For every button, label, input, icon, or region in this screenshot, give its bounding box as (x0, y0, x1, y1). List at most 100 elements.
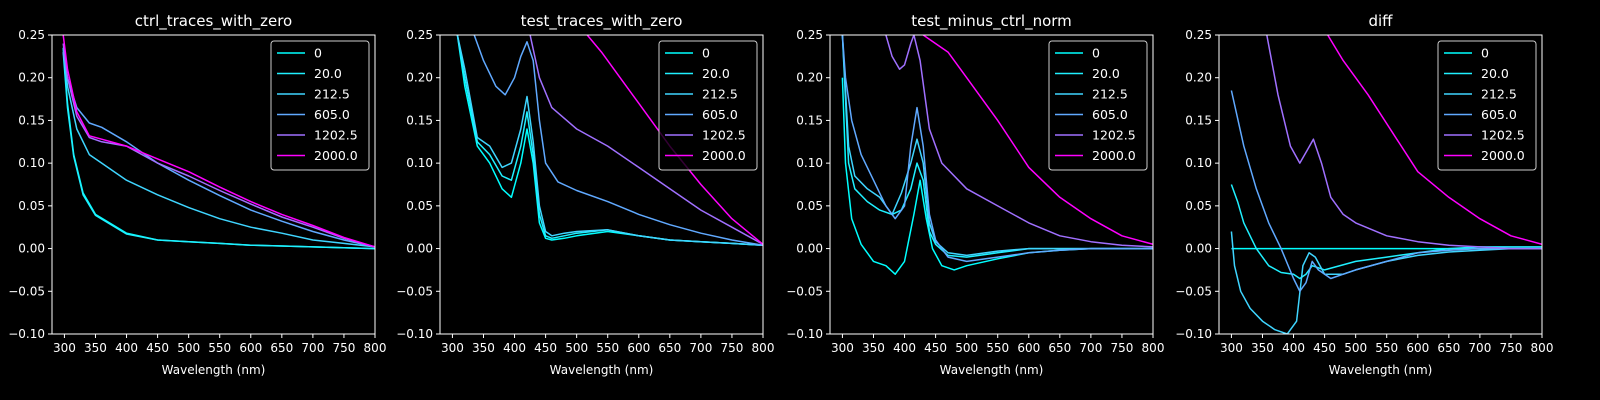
y-tick-label: 0.05 (18, 199, 45, 213)
x-tick-label: 400 (503, 341, 526, 355)
x-tick-label: 750 (1110, 341, 1133, 355)
x-tick-label: 550 (1375, 341, 1398, 355)
x-tick-label: 400 (1282, 341, 1305, 355)
y-tick-label: −0.05 (786, 284, 823, 298)
series-line-1 (1230, 184, 1542, 280)
x-tick-label: 700 (301, 341, 324, 355)
x-tick-label: 600 (627, 341, 650, 355)
series-line-5 (62, 35, 375, 248)
y-tick-label: 0.20 (1185, 71, 1212, 85)
axes-frame (1218, 34, 1543, 335)
x-tick-label: 500 (955, 341, 978, 355)
y-tick-label: 0.05 (796, 199, 823, 213)
x-axis-label: Wavelength (nm) (940, 363, 1044, 377)
x-tick-label: 650 (1048, 341, 1071, 355)
legend-label: 2000.0 (702, 148, 746, 163)
y-tick-label: −0.10 (786, 327, 823, 341)
series-line-5 (922, 35, 1153, 246)
y-tick-label: −0.10 (8, 327, 45, 341)
y-tick-label: 0.00 (406, 242, 433, 256)
x-tick-label: 700 (1468, 341, 1491, 355)
y-tick-label: −0.10 (1175, 327, 1212, 341)
series-line-5 (1327, 35, 1542, 246)
series-line-4 (529, 35, 763, 245)
y-tick-label: 0.25 (18, 28, 45, 42)
legend-label: 212.5 (1092, 87, 1128, 102)
axes-frame (829, 34, 1154, 335)
series-line-3 (62, 51, 375, 248)
panel-diff: 300 350 400 450 500 550 600 650 700 750 800 −0.10 −0… (1175, 12, 1553, 377)
x-tick-label: 700 (1079, 341, 1102, 355)
x-tick-label: 350 (472, 341, 495, 355)
legend-label: 0 (1481, 46, 1489, 61)
x-tick-label: 600 (1017, 341, 1040, 355)
x-tick-label: 550 (986, 341, 1009, 355)
legend-label: 1202.5 (314, 128, 358, 143)
legend-label: 2000.0 (1092, 148, 1136, 163)
y-tick-label: 0.15 (796, 113, 823, 127)
legend-label: 0 (1092, 46, 1100, 61)
series-line-2 (62, 47, 375, 248)
y-tick-label: 0.05 (1185, 199, 1212, 213)
legend-label: 1202.5 (702, 128, 746, 143)
series-line-3 (473, 35, 763, 246)
x-tick-label: 450 (1313, 341, 1336, 355)
x-tick-label: 550 (208, 341, 231, 355)
y-tick-label: 0.25 (1185, 28, 1212, 42)
x-tick-label: 300 (1220, 341, 1243, 355)
legend-label: 20.0 (702, 66, 730, 81)
legend-label: 0 (314, 46, 322, 61)
legend-label: 2000.0 (1481, 148, 1525, 163)
legend-label: 605.0 (314, 107, 350, 122)
x-tick-label: 500 (1344, 341, 1367, 355)
series-line-1 (62, 52, 375, 250)
series-line-4 (62, 43, 375, 248)
series-line-2 (841, 35, 1153, 257)
y-tick-label: −0.10 (396, 327, 433, 341)
y-tick-label: 0.10 (406, 156, 433, 170)
y-tick-label: −0.05 (1175, 284, 1212, 298)
x-tick-label: 350 (84, 341, 107, 355)
y-tick-label: 0.10 (18, 156, 45, 170)
series-line-2 (1230, 231, 1542, 334)
legend-label: 212.5 (1481, 87, 1517, 102)
panel-ctrl-traces-with-zero: 300 350 400 450 500 550 600 650 700 750 800 −0.10 −0… (8, 12, 386, 377)
x-tick-label: 800 (752, 341, 775, 355)
y-tick-label: 0.25 (796, 28, 823, 42)
chart-title: ctrl_traces_with_zero (135, 12, 292, 31)
series-line-4 (885, 35, 1153, 248)
x-tick-label: 750 (1499, 341, 1522, 355)
x-tick-label: 400 (893, 341, 916, 355)
x-tick-label: 350 (862, 341, 885, 355)
series-lines (456, 35, 763, 246)
legend-label: 20.0 (314, 66, 342, 81)
x-tick-label: 750 (332, 341, 355, 355)
panel-test-minus-ctrl-norm: 300 350 400 450 500 550 600 650 700 750 800 −0.10 −0… (786, 12, 1164, 377)
legend-label: 20.0 (1481, 66, 1509, 81)
series-line-3 (841, 35, 1153, 263)
y-tick-label: 0.00 (796, 242, 823, 256)
y-tick-label: 0.10 (796, 156, 823, 170)
series-lines (1230, 35, 1542, 334)
y-tick-label: 0.05 (406, 199, 433, 213)
chart-title: diff (1368, 12, 1393, 30)
panel-test-traces-with-zero: 300 350 400 450 500 550 600 650 700 750 800 −0.10 −0… (396, 12, 774, 377)
x-tick-label: 800 (364, 341, 387, 355)
series-line-2 (456, 35, 763, 246)
legend-label: 1202.5 (1092, 128, 1136, 143)
x-tick-label: 400 (115, 341, 138, 355)
series-lines (841, 35, 1153, 275)
x-tick-label: 650 (658, 341, 681, 355)
legend-label: 0 (702, 46, 710, 61)
y-tick-label: 0.20 (18, 71, 45, 85)
x-axis-label: Wavelength (nm) (162, 363, 266, 377)
legend-label: 605.0 (1092, 107, 1128, 122)
x-tick-label: 300 (53, 341, 76, 355)
x-tick-label: 350 (1251, 341, 1274, 355)
series-line-4 (1266, 35, 1542, 250)
series-line-3 (1230, 90, 1542, 293)
x-axis-label: Wavelength (nm) (1329, 363, 1433, 377)
x-tick-label: 650 (1437, 341, 1460, 355)
y-tick-label: 0.15 (1185, 113, 1212, 127)
